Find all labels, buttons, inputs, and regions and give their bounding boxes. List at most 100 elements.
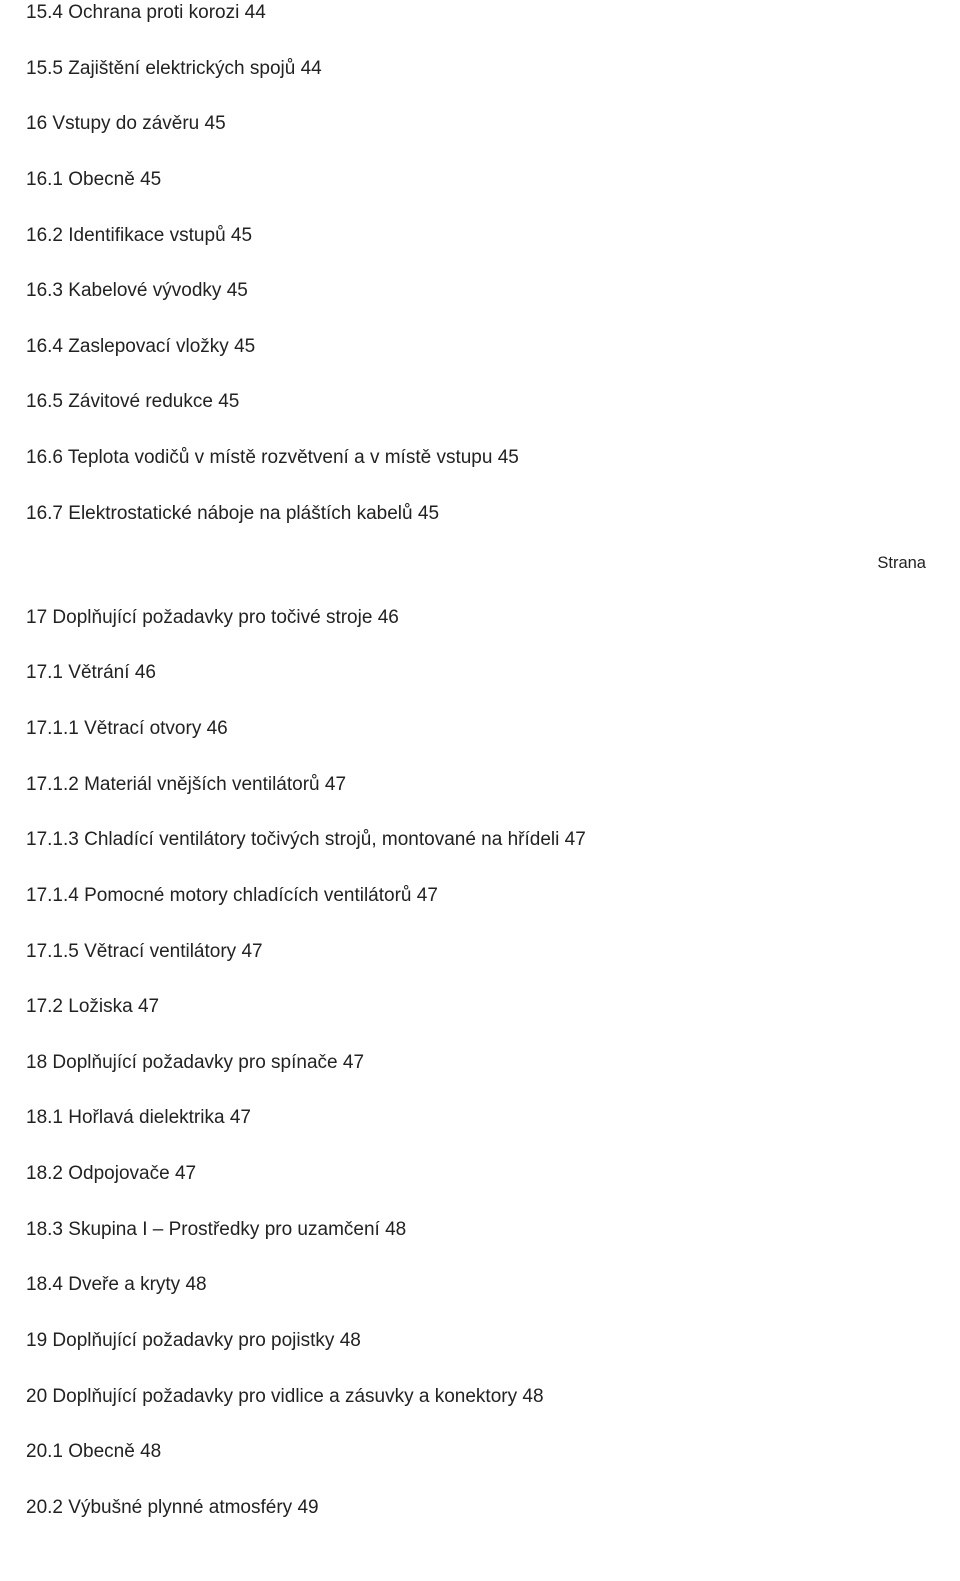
toc-entry-page: 48	[522, 1386, 543, 1407]
toc-entry-page: 48	[140, 1441, 161, 1462]
toc-entry-page: 48	[185, 1274, 206, 1295]
toc-entry: 17.1.4 Pomocné motory chladících ventilá…	[26, 883, 934, 909]
toc-entry: 17.2 Ložiska 47	[26, 994, 934, 1020]
toc-entry-page: 47	[175, 1163, 196, 1184]
toc-entry-title: Hořlavá dielektrika	[68, 1107, 224, 1128]
toc-entry: 16.3 Kabelové vývodky 45	[26, 278, 934, 304]
toc-entry-number: 17	[26, 607, 47, 628]
toc-entry: 17.1.3 Chladící ventilátory točivých str…	[26, 827, 934, 853]
toc-entry-title: Zaslepovací vložky	[68, 336, 229, 357]
toc-entry: 20.1 Obecně 48	[26, 1439, 934, 1465]
toc-entry-page: 44	[245, 2, 266, 23]
toc-entry-page: 45	[140, 169, 161, 190]
toc-entry-title: Doplňující požadavky pro vidlice a zásuv…	[52, 1386, 517, 1407]
toc-entry-page: 48	[385, 1219, 406, 1240]
toc-entry-number: 17.1.3	[26, 829, 79, 850]
toc-entry-page: 46	[135, 662, 156, 683]
toc-entry: 16.7 Elektrostatické náboje na pláštích …	[26, 501, 934, 527]
toc-entry-title: Teplota vodičů v místě rozvětvení a v mí…	[68, 447, 493, 468]
toc-entry-number: 16.3	[26, 280, 63, 301]
toc-entry-number: 18.3	[26, 1219, 63, 1240]
toc-entry-page: 48	[340, 1330, 361, 1351]
toc-entry-number: 16.5	[26, 391, 63, 412]
toc-entry: 16.5 Závitové redukce 45	[26, 389, 934, 415]
toc-entry-page: 47	[241, 941, 262, 962]
toc-entry-number: 15.4	[26, 2, 63, 23]
toc-entry-page: 47	[417, 885, 438, 906]
toc-entry-number: 17.1.5	[26, 941, 79, 962]
toc-entry: 17.1.1 Větrací otvory 46	[26, 716, 934, 742]
toc-entry-number: 16.4	[26, 336, 63, 357]
toc-entry-title: Chladící ventilátory točivých strojů, mo…	[84, 829, 559, 850]
toc-entry-title: Zajištění elektrických spojů	[68, 58, 295, 79]
toc-entry-number: 20.1	[26, 1441, 63, 1462]
toc-entry-number: 17.1.4	[26, 885, 79, 906]
toc-entry: 18.3 Skupina I – Prostředky pro uzamčení…	[26, 1217, 934, 1243]
toc-entry-page: 44	[301, 58, 322, 79]
toc-entry: 16.4 Zaslepovací vložky 45	[26, 334, 934, 360]
toc-entry-number: 18.2	[26, 1163, 63, 1184]
toc-page: 15.4 Ochrana proti korozi 4415.5 Zajiště…	[0, 0, 960, 1581]
toc-entry-number: 17.1	[26, 662, 63, 683]
toc-entry-page: 49	[297, 1497, 318, 1518]
toc-entry: 17.1.5 Větrací ventilátory 47	[26, 939, 934, 965]
toc-entry-title: Materiál vnějších ventilátorů	[84, 774, 320, 795]
toc-entry-number: 18	[26, 1052, 47, 1073]
toc-entry-title: Ochrana proti korozi	[68, 2, 239, 23]
toc-entry-title: Dveře a kryty	[68, 1274, 180, 1295]
toc-entry-page: 47	[138, 996, 159, 1017]
toc-entry: 15.4 Ochrana proti korozi 44	[26, 0, 934, 26]
toc-entry-page: 47	[325, 774, 346, 795]
toc-entry-page: 45	[227, 280, 248, 301]
toc-entry-page: 47	[230, 1107, 251, 1128]
toc-entry-title: Doplňující požadavky pro pojistky	[52, 1330, 334, 1351]
toc-entry-title: Kabelové vývodky	[68, 280, 221, 301]
toc-entry: 18.4 Dveře a kryty 48	[26, 1272, 934, 1298]
toc-entry-title: Ložiska	[68, 996, 132, 1017]
toc-entry-page: 45	[218, 391, 239, 412]
toc-entry: 20.2 Výbušné plynné atmosféry 49	[26, 1495, 934, 1521]
toc-entry-number: 20.2	[26, 1497, 63, 1518]
toc-entry-title: Identifikace vstupů	[68, 225, 225, 246]
page-column-label: Strana	[26, 552, 934, 574]
toc-entry-number: 16	[26, 113, 47, 134]
toc-entry-number: 20	[26, 1386, 47, 1407]
toc-entry-page: 47	[565, 829, 586, 850]
toc-entry-number: 16.1	[26, 169, 63, 190]
toc-entry-title: Výbušné plynné atmosféry	[68, 1497, 292, 1518]
toc-entry-page: 45	[498, 447, 519, 468]
toc-entry-page: 45	[418, 503, 439, 524]
toc-entry-number: 15.5	[26, 58, 63, 79]
toc-entry-number: 17.2	[26, 996, 63, 1017]
toc-entry-page: 46	[378, 607, 399, 628]
toc-entry-title: Skupina I – Prostředky pro uzamčení	[68, 1219, 380, 1240]
toc-entry: 17.1 Větrání 46	[26, 660, 934, 686]
toc-entry: 17.1.2 Materiál vnějších ventilátorů 47	[26, 772, 934, 798]
toc-entry-title: Pomocné motory chladících ventilátorů	[84, 885, 411, 906]
toc-entry-title: Odpojovače	[68, 1163, 169, 1184]
toc-entry-title: Vstupy do závěru	[52, 113, 199, 134]
toc-entry-title: Elektrostatické náboje na pláštích kabel…	[68, 503, 412, 524]
toc-entry: 19 Doplňující požadavky pro pojistky 48	[26, 1328, 934, 1354]
toc-entry-title: Závitové redukce	[68, 391, 213, 412]
toc-entry-number: 16.6	[26, 447, 63, 468]
toc-entry: 18 Doplňující požadavky pro spínače 47	[26, 1050, 934, 1076]
page-label-row: Strana	[26, 552, 934, 574]
toc-entry-title: Větrání	[68, 662, 129, 683]
toc-entry-page: 47	[343, 1052, 364, 1073]
toc-entry-title: Obecně	[68, 169, 135, 190]
toc-entry: 16.6 Teplota vodičů v místě rozvětvení a…	[26, 445, 934, 471]
toc-entry: 18.1 Hořlavá dielektrika 47	[26, 1105, 934, 1131]
toc-entry-page: 45	[234, 336, 255, 357]
toc-entry: 15.5 Zajištění elektrických spojů 44	[26, 56, 934, 82]
toc-entry-number: 17.1.1	[26, 718, 79, 739]
toc-entry-page: 45	[205, 113, 226, 134]
toc-entry: 16 Vstupy do závěru 45	[26, 111, 934, 137]
toc-entry-number: 17.1.2	[26, 774, 79, 795]
toc-entry-number: 16.2	[26, 225, 63, 246]
toc-entry-page: 45	[231, 225, 252, 246]
toc-entry-number: 18.4	[26, 1274, 63, 1295]
toc-entry-title: Doplňující požadavky pro točivé stroje	[52, 607, 372, 628]
toc-entry-title: Větrací ventilátory	[84, 941, 236, 962]
toc-entry-number: 19	[26, 1330, 47, 1351]
